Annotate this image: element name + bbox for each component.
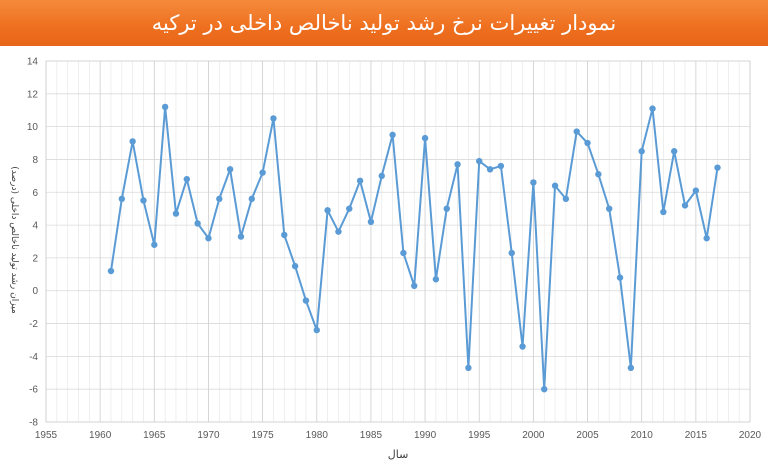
y-axis-ticks: -8 -6 -4 -2 0 2 4 6 8 10 12 14: [27, 57, 39, 429]
data-point: [281, 231, 288, 239]
data-point: [270, 115, 277, 122]
data-point: [616, 274, 624, 281]
x-tick-label: 2005: [576, 430, 599, 441]
data-point: [714, 164, 721, 171]
data-point: [606, 205, 613, 212]
data-point: [627, 364, 635, 372]
plot-frame: [45, 60, 751, 423]
data-point: [421, 134, 429, 142]
data-point: [432, 276, 440, 283]
data-point: [205, 235, 212, 242]
data-point: [237, 233, 245, 240]
data-point: [194, 220, 201, 227]
data-point: [335, 228, 342, 235]
x-tick-label: 2020: [739, 430, 762, 441]
data-point: [465, 364, 472, 372]
data-point: [562, 195, 570, 203]
data-point: [703, 235, 710, 242]
x-tick-label: 1965: [143, 430, 166, 441]
y-tick-label: -6: [29, 385, 38, 396]
data-point: [161, 103, 169, 111]
data-point: [573, 128, 580, 135]
y-tick-label: -8: [29, 418, 38, 429]
data-point: [508, 249, 515, 257]
data-point: [497, 162, 505, 170]
data-point: [670, 148, 678, 155]
y-tick-label: -4: [29, 352, 38, 363]
y-tick-label: 10: [27, 122, 39, 133]
x-tick-label: 1955: [35, 430, 58, 441]
y-tick-label: 2: [32, 253, 38, 264]
data-points: [107, 103, 721, 393]
x-tick-label: 2010: [631, 430, 654, 441]
data-point: [151, 241, 158, 248]
grid: [45, 60, 751, 423]
data-point: [378, 172, 385, 180]
data-point: [638, 148, 645, 155]
data-point: [107, 267, 115, 275]
title-banner: نمودار تغییرات نرخ رشد تولید ناخالص داخل…: [0, 0, 768, 46]
y-tick-label: 8: [32, 155, 38, 166]
data-point: [291, 262, 299, 270]
data-point: [346, 205, 353, 212]
data-point: [248, 195, 255, 203]
data-point: [551, 182, 559, 189]
x-tick-label: 1970: [197, 430, 220, 441]
data-point: [367, 218, 375, 226]
y-tick-label: -2: [29, 319, 38, 330]
data-point: [692, 187, 700, 194]
data-point: [649, 105, 656, 112]
x-axis-label: سال: [388, 448, 409, 461]
data-point: [530, 179, 537, 186]
data-point: [486, 166, 494, 173]
x-tick-label: 1995: [468, 430, 491, 441]
data-point: [356, 177, 364, 184]
data-point: [226, 166, 234, 173]
data-point: [519, 343, 526, 350]
data-point: [140, 197, 147, 204]
data-point: [454, 161, 461, 168]
data-point: [302, 297, 310, 304]
data-point: [476, 157, 483, 165]
x-tick-label: 2015: [685, 430, 708, 441]
x-tick-label: 1960: [89, 430, 112, 441]
data-point: [118, 195, 126, 203]
y-axis-label: میزان رشد تولید ناخالص داخلی (درصد): [9, 166, 19, 314]
data-point: [389, 131, 396, 139]
data-point: [172, 210, 180, 217]
x-tick-label: 2000: [522, 430, 545, 441]
data-point: [595, 171, 602, 178]
data-point: [681, 202, 689, 209]
data-point: [216, 195, 223, 203]
x-tick-label: 1975: [251, 430, 274, 441]
data-point: [400, 249, 407, 257]
data-point: [584, 139, 591, 147]
data-point: [411, 282, 418, 290]
data-point: [183, 175, 190, 183]
x-axis-ticks: 1955 1960 1965 1970 1975 1980 1985 1990 1995 2000…: [35, 430, 762, 441]
x-tick-label: 1985: [360, 430, 383, 441]
y-tick-label: 0: [32, 286, 38, 297]
data-point: [259, 169, 266, 176]
data-point: [324, 207, 331, 214]
x-tick-label: 1990: [414, 430, 437, 441]
data-point: [443, 205, 450, 212]
data-point: [129, 138, 136, 145]
data-point: [313, 326, 320, 334]
data-point: [541, 385, 548, 393]
y-tick-label: 12: [27, 89, 39, 100]
x-tick-label: 1980: [306, 430, 329, 441]
y-tick-label: 6: [32, 188, 38, 199]
data-point: [660, 208, 667, 216]
y-tick-label: 14: [27, 57, 39, 68]
chart-title: نمودار تغییرات نرخ رشد تولید ناخالص داخل…: [151, 11, 617, 35]
y-tick-label: 4: [32, 221, 38, 232]
